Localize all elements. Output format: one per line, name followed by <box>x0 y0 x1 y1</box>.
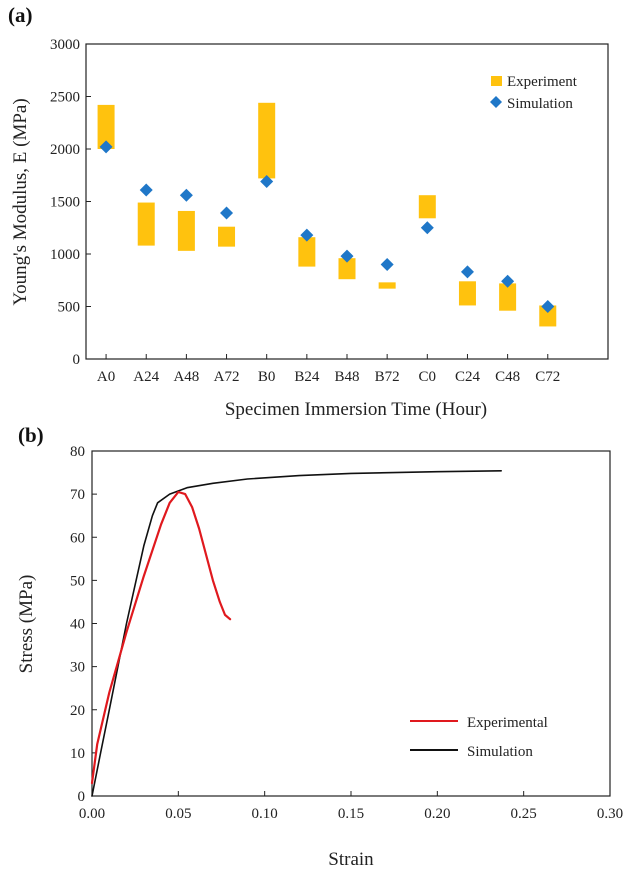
simulation-point <box>460 265 474 279</box>
experiment-bar <box>298 237 316 267</box>
panel-b-x-axis-label: Strain <box>328 849 374 869</box>
x-tick-label: C48 <box>495 369 520 385</box>
panel-a-plot-frame <box>85 43 609 360</box>
x-tick-label: C24 <box>455 369 481 385</box>
panel-b-y-axis: 0 10 20 30 40 50 60 70 80 <box>70 444 97 805</box>
simulation-point <box>300 228 314 242</box>
x-tick-label: B48 <box>334 369 359 385</box>
x-tick-label: 0.20 <box>424 806 450 822</box>
experiment-bar <box>218 226 236 247</box>
simulation-point <box>179 188 193 202</box>
simulation-point <box>420 221 434 235</box>
x-tick-label: 0.10 <box>252 806 278 822</box>
experiment-bar <box>539 305 557 327</box>
legend-experiment-label: Experiment <box>507 74 578 90</box>
simulation-point <box>541 300 555 313</box>
x-tick-label: A72 <box>214 369 240 385</box>
x-tick-label: B0 <box>258 369 276 385</box>
panel-a: (a) 0 500 1000 1500 2000 2500 3000 A0 A24 A48 A72… <box>8 3 609 420</box>
simulation-point <box>501 274 515 288</box>
legend-experiment-marker <box>491 76 502 86</box>
panel-a-experiment-bars <box>97 102 557 327</box>
y-tick-label: 50 <box>70 573 85 589</box>
experiment-bar <box>97 104 115 149</box>
panel-a-x-axis-label: Specimen Immersion Time (Hour) <box>225 399 487 420</box>
y-tick-label: 20 <box>70 703 85 719</box>
simulation-point <box>340 249 354 263</box>
panel-a-legend: Experiment Simulation <box>490 74 578 112</box>
simulation-point <box>139 183 153 197</box>
panel-b-series-lines <box>90 469 503 797</box>
x-tick-label: A24 <box>133 369 159 385</box>
y-tick-label: 2000 <box>50 142 80 158</box>
experimental-line <box>90 490 232 785</box>
panel-b-x-axis: 0.00 0.05 0.10 0.15 0.20 0.25 0.30 <box>79 791 623 822</box>
experiment-bar <box>499 283 517 311</box>
panel-a-simulation-points <box>99 140 555 313</box>
x-tick-label: 0.00 <box>79 806 105 822</box>
x-tick-label: 0.25 <box>511 806 537 822</box>
panel-b-legend: Experimental Simulation <box>410 715 548 760</box>
y-tick-label: 10 <box>70 746 85 762</box>
simulation-point <box>380 258 394 271</box>
panel-a-label: (a) <box>8 3 33 27</box>
panel-a-x-axis: A0 A24 A48 A72 B0 B24 B48 B72 C0 C24 C48 C72 <box>97 354 560 385</box>
y-tick-label: 40 <box>70 617 85 633</box>
y-tick-label: 3000 <box>50 37 80 53</box>
legend-simulation-label: Simulation <box>507 96 573 112</box>
simulation-point <box>260 175 274 189</box>
experiment-bar <box>338 258 356 280</box>
x-tick-label: B72 <box>375 369 400 385</box>
panel-b-label: (b) <box>18 423 44 447</box>
panel-b-y-axis-label: Stress (MPa) <box>16 575 37 674</box>
experiment-bar <box>378 282 396 289</box>
legend-experimental-label: Experimental <box>467 715 548 731</box>
experiment-bar <box>418 195 436 219</box>
x-tick-label: 0.30 <box>597 806 623 822</box>
y-tick-label: 1000 <box>50 247 80 263</box>
legend-simulation-b-label: Simulation <box>467 744 533 760</box>
y-tick-label: 70 <box>70 487 85 503</box>
panel-a-y-axis: 0 500 1000 1500 2000 2500 3000 <box>50 37 91 368</box>
x-tick-label: C72 <box>535 369 560 385</box>
y-tick-label: 500 <box>58 300 81 316</box>
panel-a-y-axis-label: Young's Modulus, E (MPa) <box>10 98 31 305</box>
y-tick-label: 80 <box>70 444 85 460</box>
y-tick-label: 0 <box>73 352 81 368</box>
x-tick-label: A48 <box>173 369 199 385</box>
experiment-bar <box>258 102 276 179</box>
simulation-line <box>91 469 503 797</box>
x-tick-label: 0.05 <box>165 806 191 822</box>
y-tick-label: 1500 <box>50 195 80 211</box>
legend-simulation-marker <box>490 96 502 108</box>
y-tick-label: 0 <box>78 789 86 805</box>
x-tick-label: A0 <box>97 369 115 385</box>
experiment-bar <box>177 210 195 251</box>
simulation-point <box>220 206 234 220</box>
y-tick-label: 30 <box>70 660 85 676</box>
x-tick-label: B24 <box>294 369 320 385</box>
y-tick-label: 2500 <box>50 90 80 106</box>
experiment-bar <box>458 281 476 306</box>
y-tick-label: 60 <box>70 530 85 546</box>
simulation-point <box>99 140 113 154</box>
x-tick-label: C0 <box>419 369 437 385</box>
x-tick-label: 0.15 <box>338 806 364 822</box>
experiment-bar <box>137 202 155 246</box>
